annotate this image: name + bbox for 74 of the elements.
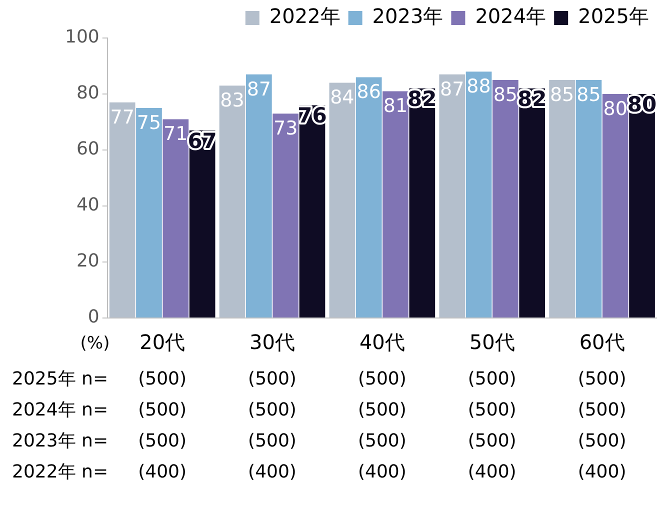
x-tick-label: 40代 bbox=[359, 330, 405, 354]
bar bbox=[492, 80, 518, 318]
text: (400) bbox=[468, 462, 516, 483]
data-label: 81 bbox=[383, 95, 408, 118]
text: (500) bbox=[248, 430, 296, 452]
text: (500) bbox=[358, 430, 406, 452]
x-tick-label: 30代 bbox=[250, 330, 295, 354]
text: (500) bbox=[138, 430, 187, 452]
y-tick-label: 0 bbox=[88, 306, 100, 328]
bar bbox=[219, 86, 246, 318]
data-label: 84 bbox=[330, 86, 354, 109]
text: (500) bbox=[578, 430, 626, 452]
data-label: 85 bbox=[550, 84, 574, 106]
text: (500) bbox=[138, 400, 187, 421]
text: (500) bbox=[138, 368, 187, 390]
bar bbox=[329, 82, 356, 318]
text: (500) bbox=[468, 400, 516, 421]
legend-label: 2022年 bbox=[269, 4, 340, 28]
data-label: 87 bbox=[440, 78, 464, 100]
bar bbox=[466, 72, 492, 318]
y-tick-label: 80 bbox=[76, 82, 100, 104]
bar bbox=[356, 77, 382, 318]
text: (500) bbox=[358, 368, 406, 390]
y-tick-label: 100 bbox=[64, 26, 100, 48]
text: 2023年 n= bbox=[12, 430, 108, 452]
text: (500) bbox=[248, 400, 296, 421]
text: 2025年 n= bbox=[12, 368, 108, 390]
y-axis-title: (%) bbox=[80, 333, 110, 354]
bar bbox=[382, 91, 408, 318]
data-label: 85 bbox=[493, 84, 518, 106]
data-label: 71 bbox=[164, 123, 188, 146]
data-label: 88 bbox=[466, 76, 491, 98]
y-tick-label: 20 bbox=[76, 250, 100, 272]
text: (400) bbox=[138, 462, 187, 483]
bar bbox=[409, 88, 436, 318]
y-tick-label: 60 bbox=[76, 138, 100, 160]
bar bbox=[136, 108, 162, 318]
bar bbox=[519, 88, 546, 318]
data-label: 77 bbox=[110, 106, 134, 128]
data-label: 75 bbox=[136, 112, 162, 134]
x-tick-label: 50代 bbox=[469, 330, 515, 354]
bar bbox=[439, 74, 466, 318]
bar bbox=[272, 114, 299, 318]
data-label: 85 bbox=[576, 84, 601, 106]
y-tick-label: 40 bbox=[76, 194, 100, 216]
text: (500) bbox=[468, 368, 516, 390]
bar bbox=[602, 94, 628, 318]
bar bbox=[629, 94, 655, 318]
data-label: 80 bbox=[603, 98, 628, 120]
bar bbox=[549, 80, 575, 318]
text: (400) bbox=[248, 462, 296, 483]
x-tick-label: 60代 bbox=[579, 330, 625, 354]
bar bbox=[576, 80, 602, 318]
bar bbox=[162, 119, 189, 318]
legend-label: 2023年 bbox=[372, 4, 444, 28]
text: (400) bbox=[358, 462, 406, 483]
bar bbox=[299, 105, 326, 318]
data-label: 86 bbox=[356, 81, 381, 104]
bar bbox=[246, 74, 272, 318]
data-label: 83 bbox=[220, 90, 244, 112]
bar bbox=[109, 102, 136, 318]
legend-label: 2024年 bbox=[475, 4, 546, 28]
text: (500) bbox=[248, 368, 296, 390]
text: 2022年 n= bbox=[12, 462, 108, 483]
text: (500) bbox=[358, 400, 406, 421]
text: 2024年 n= bbox=[12, 400, 108, 421]
x-tick-label: 20代 bbox=[140, 330, 186, 354]
legend-label: 2025年 bbox=[578, 4, 650, 28]
text: (400) bbox=[578, 462, 626, 483]
text: (500) bbox=[578, 400, 626, 421]
text: (500) bbox=[468, 430, 516, 452]
data-label: 73 bbox=[273, 118, 298, 140]
data-label: 87 bbox=[246, 78, 272, 100]
text: (500) bbox=[578, 368, 626, 390]
